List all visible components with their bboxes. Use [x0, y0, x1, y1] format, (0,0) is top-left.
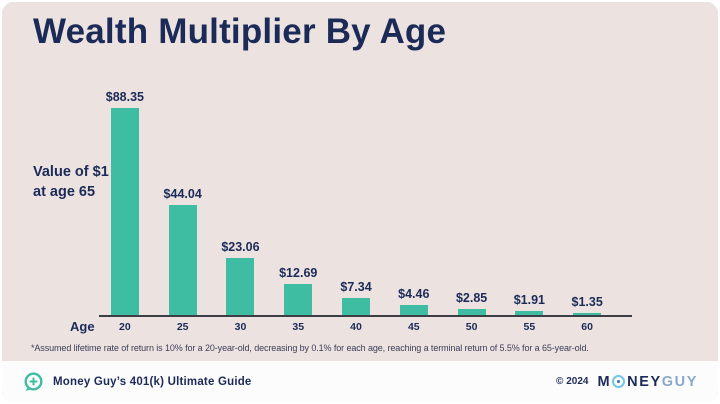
footer-brand: Money Guy’s 401(k) Ultimate Guide	[22, 371, 252, 393]
bar-age-40	[342, 297, 371, 316]
y-axis-label-line2: at age 65	[33, 184, 96, 201]
bar-slot-age-40: $7.34	[327, 90, 385, 316]
footer-guide-label: Money Guy’s 401(k) Ultimate Guide	[53, 375, 252, 388]
x-tick-30: 30	[234, 321, 247, 333]
copyright-text: © 2024	[556, 376, 589, 387]
bar-age-60	[573, 312, 602, 316]
bar-slot-age-45: $4.46	[385, 90, 443, 316]
bar-value-label-age-40: $7.34	[340, 279, 372, 294]
bar-value-label-age-55: $1.91	[513, 293, 545, 308]
bar-slot-age-35: $12.69	[269, 90, 327, 316]
x-tick-25: 25	[176, 321, 189, 333]
bar-value-label-age-60: $1.35	[571, 294, 603, 309]
chart-section: Wealth Multiplier By Age Value of $1 at …	[2, 2, 718, 361]
bar-slot-age-30: $23.06	[212, 90, 270, 316]
bar-value-label-age-50: $2.85	[455, 290, 488, 305]
y-axis-label: Value of $1 at age 65	[33, 162, 109, 203]
bar-age-35	[284, 284, 313, 316]
bar-value-label-age-45: $4.46	[398, 286, 430, 301]
moneyguy-logo: M NEY GUY	[597, 374, 698, 390]
bar-value-label-age-35: $12.69	[279, 266, 318, 280]
x-tick-60: 60	[581, 321, 593, 333]
bar-value-label-age-30: $23.06	[221, 239, 260, 254]
bar-value-label-age-25: $44.04	[163, 186, 202, 201]
y-axis-label-line1: Value of $1	[33, 164, 109, 180]
logo-guy: GUY	[661, 373, 698, 390]
chart-title: Wealth Multiplier By Age	[33, 12, 447, 51]
x-tick-40: 40	[350, 321, 362, 333]
logo-m: M	[597, 373, 612, 390]
bar-slot-age-20: $88.35	[96, 90, 154, 316]
bar-slot-age-25: $44.04	[154, 90, 212, 316]
logo-ney: NEY	[627, 373, 662, 390]
bar-value-label-age-20: $88.35	[105, 90, 144, 104]
footnote: *Assumed lifetime rate of return is 10% …	[31, 343, 589, 353]
x-axis-ticks: 20 25 30 35 40 45 50 55 60	[96, 321, 616, 333]
bar-age-45	[399, 304, 428, 316]
footer-logo-area: © 2024 M NEY GUY	[556, 374, 698, 390]
bar-slot-age-50: $2.85	[443, 90, 501, 316]
x-tick-20: 20	[119, 321, 131, 333]
bar-age-20	[110, 108, 139, 316]
x-axis-title: Age	[70, 319, 95, 334]
bars-row: $88.35 $44.04 $23.06 $12.69 $7.34 $4.46 $2.85 $…	[96, 90, 616, 316]
x-tick-35: 35	[292, 321, 305, 333]
x-axis-line	[99, 315, 632, 317]
bar-slot-age-55: $1.91	[500, 90, 558, 316]
footer-bar: Money Guy’s 401(k) Ultimate Guide © 2024…	[2, 361, 718, 402]
x-tick-50: 50	[465, 321, 478, 333]
logo-o-ring-icon	[612, 375, 626, 388]
bar-age-25	[168, 204, 197, 316]
bar-age-55	[515, 311, 544, 316]
bar-age-50	[457, 308, 486, 316]
x-tick-55: 55	[523, 321, 536, 333]
chat-bubble-plus-icon	[24, 371, 43, 391]
bar-age-30	[226, 257, 255, 316]
bar-slot-age-60: $1.35	[558, 90, 616, 316]
x-tick-45: 45	[407, 321, 420, 333]
